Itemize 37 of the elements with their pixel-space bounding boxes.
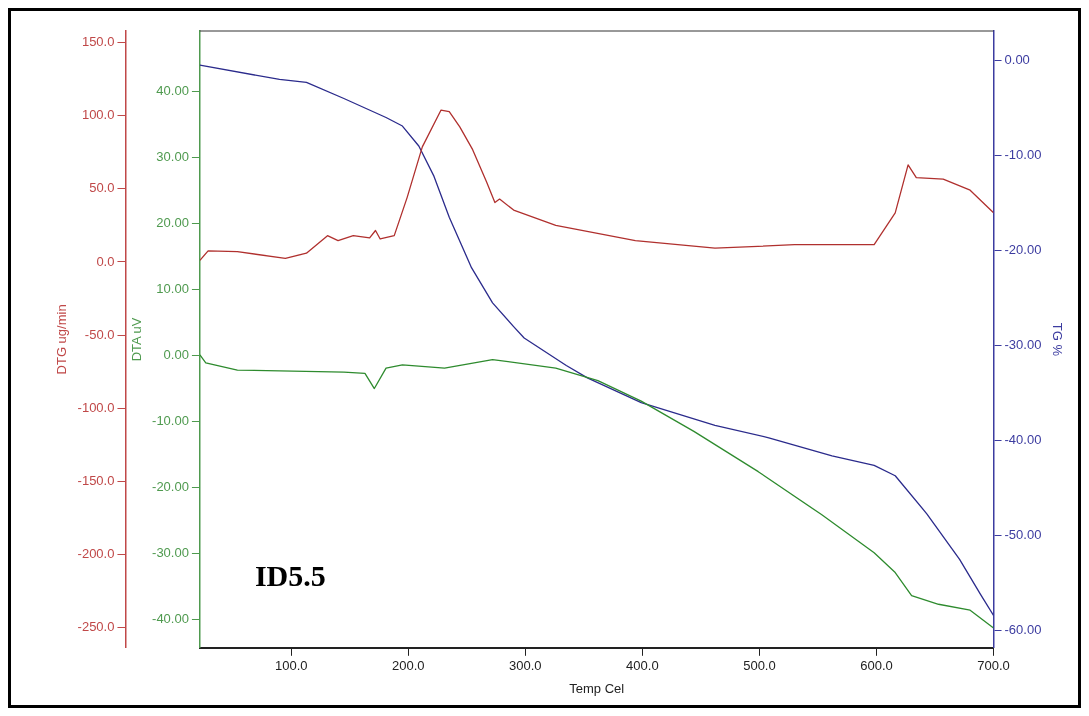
y3-tick-label: -50.00 [1004,527,1042,543]
y-tick-label: 150.0 [81,34,115,50]
y3-tick-label: -60.00 [1004,622,1042,638]
x-tick-label: 400.0 [626,658,659,674]
x-tick-label: 200.0 [392,658,425,674]
y3-tick-label: -20.00 [1004,242,1042,258]
y-tick-label: 100.0 [81,107,115,123]
y2-tick-label: 10.00 [156,281,189,297]
y-tick-label: -150.0 [77,472,115,488]
y2-tick-label: 0.00 [163,347,189,363]
y2-axis-title: DTA uV [128,317,144,362]
y2-tick-label: 20.00 [156,215,189,231]
y-axis-title: DTG ug/min [54,304,70,375]
y2-tick-label: 40.00 [156,83,189,99]
y-tick-label: 0.0 [96,253,115,269]
y3-tick-label: -30.00 [1004,337,1042,353]
y3-tick-label: -10.00 [1004,147,1042,163]
x-tick-label: 300.0 [509,658,542,674]
annotation: ID5.5 [254,558,326,592]
y-tick-label: -250.0 [77,618,115,634]
y2-tick-label: 30.00 [156,149,189,165]
x-axis-title: Temp Cel [569,680,625,696]
x-tick-label: 100.0 [274,658,308,674]
y2-tick-label: -40.00 [152,611,189,627]
y2-tick-label: -30.00 [152,545,189,561]
y2-tick-label: -10.00 [152,413,189,429]
y3-tick-label: -40.00 [1004,432,1042,448]
x-tick-label: 700.0 [977,658,1010,674]
x-tick-label: 500.0 [743,658,776,674]
y-tick-label: -100.0 [77,399,115,415]
y3-tick-label: 0.00 [1004,52,1030,68]
y-tick-label: 50.0 [89,180,115,196]
x-tick-label: 600.0 [860,658,893,674]
y3-axis-title: TG % [1049,322,1065,357]
y-tick-label: -50.0 [84,326,115,342]
y2-tick-label: -20.00 [152,479,189,495]
y-tick-label: -200.0 [77,545,115,561]
